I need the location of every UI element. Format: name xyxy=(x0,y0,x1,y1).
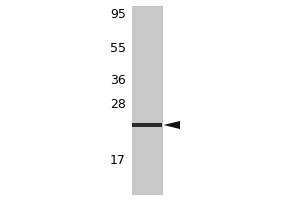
Text: 28: 28 xyxy=(110,98,126,110)
Polygon shape xyxy=(164,121,180,129)
Bar xyxy=(132,123,162,127)
Text: 95: 95 xyxy=(110,7,126,21)
Text: 17: 17 xyxy=(110,154,126,166)
Text: 55: 55 xyxy=(110,42,126,54)
Bar xyxy=(132,6,162,194)
Text: 36: 36 xyxy=(110,73,126,86)
